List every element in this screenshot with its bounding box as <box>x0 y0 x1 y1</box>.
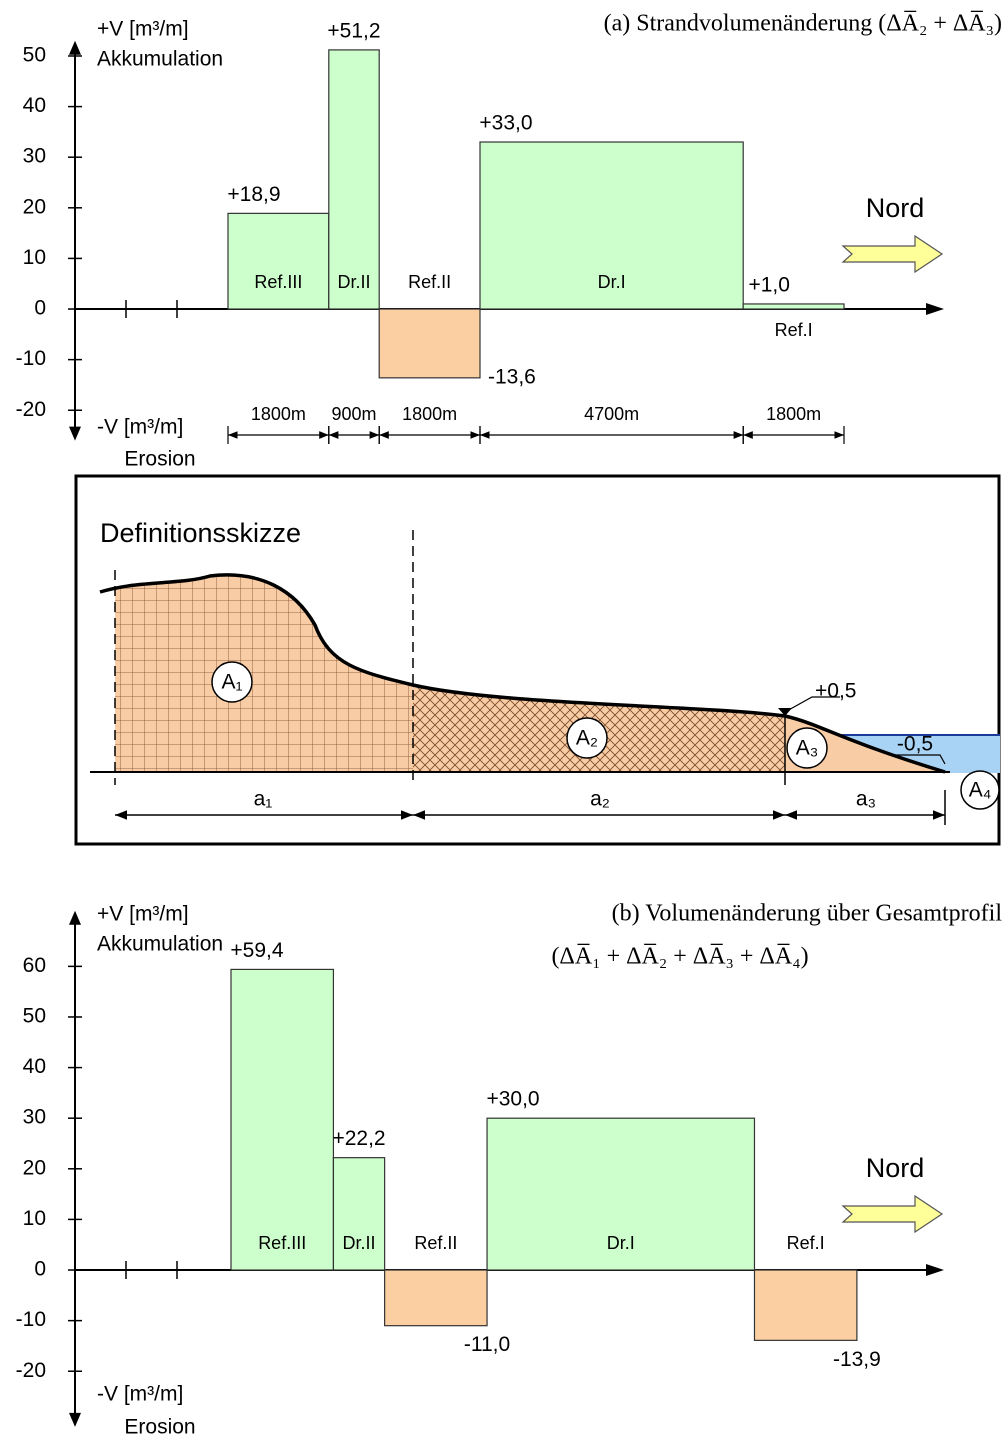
bar <box>379 309 480 378</box>
y-tick-label: 10 <box>23 246 46 269</box>
annotation: Nord <box>866 1153 925 1183</box>
level-label: -0,5 <box>897 733 933 756</box>
category-label: Ref.III <box>258 1233 306 1253</box>
category-label: Ref.II <box>408 272 451 292</box>
width-label: 1800m <box>251 404 306 424</box>
category-label: Ref.I <box>775 320 813 340</box>
area-a1 <box>115 560 413 775</box>
y-axis-label: -V [m³/m] <box>97 416 183 439</box>
y-axis-label: Akkumulation <box>97 48 223 71</box>
chart-subtitle: (ΔA̅₁ + ΔA̅₂ + ΔA̅₃ + ΔA̅₄) <box>551 944 808 970</box>
value-label: +30,0 <box>486 1088 539 1111</box>
value-label: -13,9 <box>833 1348 881 1371</box>
y-tick-label: 20 <box>23 195 46 218</box>
y-axis-label: -V [m³/m] <box>97 1383 183 1406</box>
bar <box>231 969 333 1270</box>
value-label: +59,4 <box>230 939 283 962</box>
y-tick-label: -20 <box>16 398 46 421</box>
bar <box>329 50 379 309</box>
bar <box>743 304 844 309</box>
area-label: A₂ <box>576 727 598 750</box>
y-tick-label: 60 <box>23 954 46 977</box>
width-label: 4700m <box>584 404 639 424</box>
length-label: a₁ <box>254 788 273 811</box>
chart-title: (a) Strandvolumenänderung (ΔA̅₂ + ΔA̅₃) <box>604 11 1002 37</box>
width-label: 1800m <box>402 404 457 424</box>
y-axis-label: +V [m³/m] <box>97 18 189 41</box>
level-label: +0,5 <box>815 680 856 703</box>
y-axis-label: Akkumulation <box>97 933 223 956</box>
category-label: Ref.III <box>254 272 302 292</box>
y-tick-label: -20 <box>16 1359 46 1382</box>
definition-sketch: Definitionsskizze +0,5 -0,5 A₁ A₂ A₃ A₄ … <box>76 476 1000 844</box>
y-tick-label: 30 <box>23 1106 46 1129</box>
y-tick-label: 40 <box>23 94 46 117</box>
category-label: Dr.II <box>337 272 370 292</box>
y-tick-label: 0 <box>34 297 46 320</box>
value-label: +51,2 <box>327 19 380 42</box>
width-label: 900m <box>331 404 376 424</box>
y-tick-label: 10 <box>23 1207 46 1230</box>
length-label: a₂ <box>590 788 610 811</box>
value-label: +18,9 <box>227 183 280 206</box>
area-label: A₁ <box>221 671 242 694</box>
width-label: 1800m <box>766 404 821 424</box>
axis-arrow <box>926 1264 944 1276</box>
dimensions <box>115 790 945 825</box>
axis-arrow <box>69 41 81 55</box>
category-label: Ref.II <box>414 1233 457 1253</box>
area-label: A₃ <box>796 737 819 760</box>
y-tick-label: -10 <box>16 347 46 370</box>
length-label: a₃ <box>856 788 876 811</box>
sketch-title: Definitionsskizze <box>100 518 301 548</box>
value-label: +33,0 <box>479 112 532 135</box>
y-tick-label: 20 <box>23 1156 46 1179</box>
value-label: +22,2 <box>332 1127 385 1150</box>
y-tick-label: 30 <box>23 145 46 168</box>
bar-chart: (a) Strandvolumenänderung (ΔA̅₂ + ΔA̅₃) +… <box>16 11 1002 471</box>
category-label: Ref.I <box>787 1233 825 1253</box>
figure: Definitionsskizze +0,5 -0,5 A₁ A₂ A₃ A₄ … <box>0 0 1005 1442</box>
axis-arrow <box>926 303 944 315</box>
y-tick-label: 0 <box>34 1258 46 1281</box>
bar <box>228 213 329 309</box>
category-label: Dr.I <box>598 272 626 292</box>
north-arrow <box>843 236 942 272</box>
y-axis-label: Erosion <box>124 1416 195 1439</box>
category-label: Dr.II <box>343 1233 376 1253</box>
bar-chart: (b) Volumenänderung über Gesamtprofil (ΔA… <box>16 901 1003 1439</box>
y-axis-label: Erosion <box>124 448 195 471</box>
axis-arrow <box>69 911 81 925</box>
value-label: -11,0 <box>464 1333 510 1356</box>
bar <box>385 1270 487 1326</box>
bar <box>333 1158 384 1270</box>
axis-arrow <box>69 427 81 441</box>
y-tick-label: -10 <box>16 1308 46 1331</box>
value-label: +1,0 <box>748 274 789 297</box>
chart-title: (b) Volumenänderung über Gesamtprofil <box>612 901 1003 927</box>
y-tick-label: 50 <box>23 1005 46 1028</box>
category-label: Dr.I <box>607 1233 635 1253</box>
y-tick-label: 50 <box>23 44 46 67</box>
annotation: Nord <box>866 193 925 223</box>
value-label: -13,6 <box>488 365 536 388</box>
y-tick-label: 40 <box>23 1055 46 1078</box>
area-label: A₄ <box>969 779 992 802</box>
y-axis-label: +V [m³/m] <box>97 903 189 926</box>
north-arrow <box>843 1196 942 1232</box>
bar <box>754 1270 856 1340</box>
axis-arrow <box>69 1413 81 1427</box>
